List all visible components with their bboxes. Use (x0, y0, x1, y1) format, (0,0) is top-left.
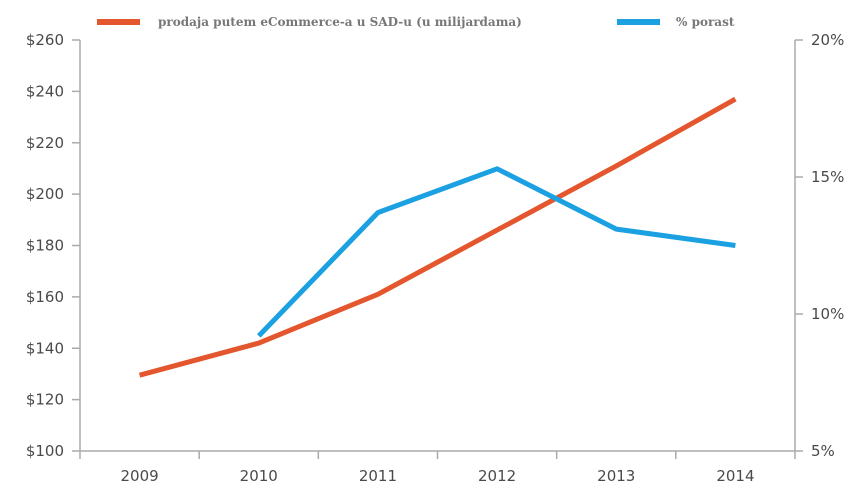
y-right-tick-label: 15% (811, 168, 844, 186)
y-left-tick-label: $260 (26, 31, 64, 49)
series-line-growth (257, 166, 736, 338)
y-left-tick-label: $180 (26, 237, 64, 255)
legend-label-growth: % porast (676, 15, 735, 29)
y-left-tick-label: $100 (26, 442, 64, 460)
y-left-tick-label: $220 (26, 134, 64, 152)
x-tick-label: 2012 (478, 467, 516, 485)
x-tick-label: 2009 (120, 467, 158, 485)
y-left-tick-label: $120 (26, 391, 64, 409)
y-right-tick-label: 20% (811, 31, 844, 49)
y-left-tick-label: $140 (26, 339, 64, 357)
y-right-tick-label: 5% (811, 442, 835, 460)
series-layer (138, 96, 737, 378)
series-line-sales (138, 96, 737, 378)
x-tick-label: 2011 (359, 467, 397, 485)
legend-label-sales: prodaja putem eCommerce-a u SAD-u (u mil… (158, 15, 522, 29)
y-right-tick-label: 10% (811, 305, 844, 323)
y-left-tick-label: $160 (26, 288, 64, 306)
y-left-tick-label: $240 (26, 82, 64, 100)
legend: prodaja putem eCommerce-a u SAD-u (u mil… (97, 15, 735, 29)
x-tick-label: 2014 (716, 467, 754, 485)
axes: $100 $120 $140 $160 $180 $200 $220 $240 $260 5% 10… (26, 31, 845, 485)
y-left-tick-label: $200 (26, 185, 64, 203)
x-tick-label: 2010 (240, 467, 278, 485)
x-tick-label: 2013 (597, 467, 635, 485)
